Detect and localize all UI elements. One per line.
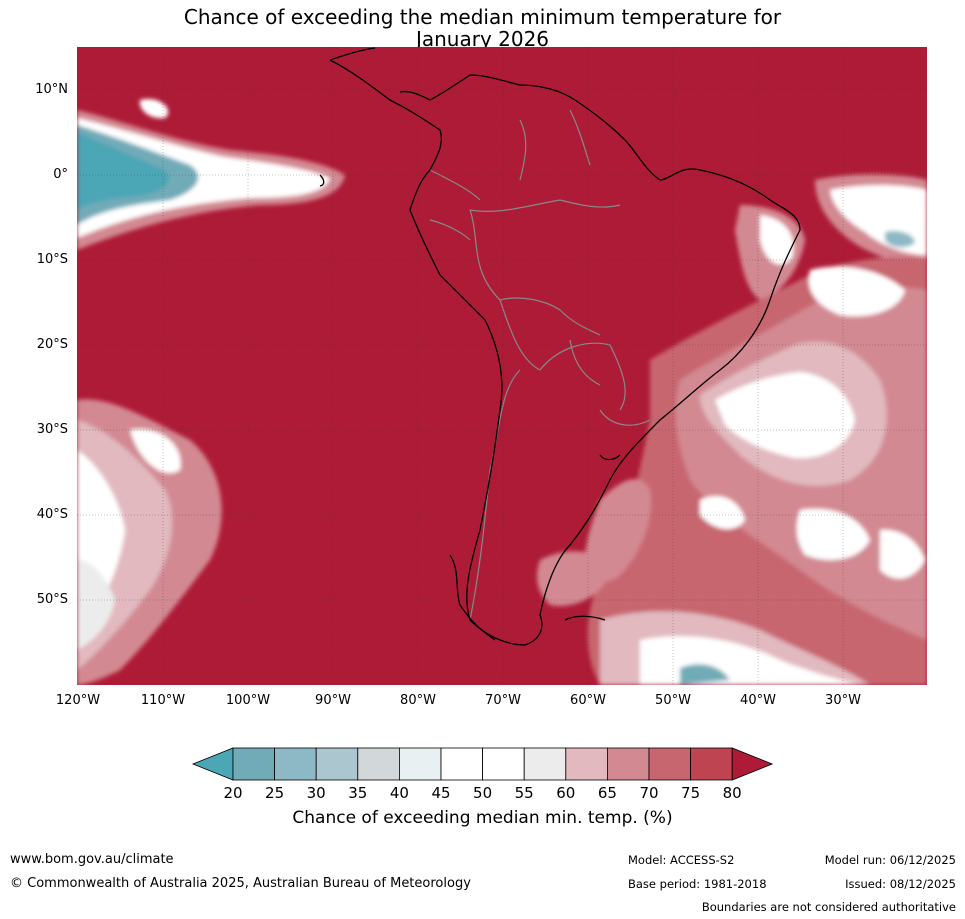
colorbar-box (482, 747, 525, 781)
colorbar-box (274, 747, 317, 781)
colorbar-box (232, 747, 275, 781)
lon-label-80w: 80°W (400, 693, 436, 708)
colorbar-title: Chance of exceeding median min. temp. (%… (292, 808, 673, 828)
colorbar-box (690, 747, 733, 781)
colorbar-arrow-low (191, 747, 234, 781)
colorbar (191, 747, 774, 781)
colorbar-arrow-high (731, 747, 774, 781)
colorbar-box (523, 747, 567, 781)
lat-label-30s: 30°S (36, 422, 68, 437)
colorbar-tick-label: 75 (681, 784, 701, 802)
colorbar-tick-label: 65 (597, 784, 617, 802)
footer-disclaimer: Boundaries are not considered authoritat… (701, 900, 956, 914)
lat-label-10s: 10°S (36, 252, 68, 267)
map-title-line2: January 2026 (415, 27, 550, 51)
colorbar-box (357, 747, 400, 781)
colorbar-tick-label: 30 (306, 784, 326, 802)
colorbar-tick-label: 80 (722, 784, 742, 802)
footer-website: www.bom.gov.au/climate (10, 852, 174, 867)
colorbar-box (315, 747, 359, 781)
lon-label-30w: 30°W (825, 693, 861, 708)
footer-model: Model: ACCESS-S2 (628, 853, 735, 867)
colorbar-tick-label: 35 (348, 784, 368, 802)
footer-base-period: Base period: 1981-2018 (628, 877, 767, 891)
colorbar-tick-label: 60 (556, 784, 576, 802)
colorbar-box (607, 747, 650, 781)
colorbar-box (565, 747, 608, 781)
lat-label-10n: 10°N (35, 82, 68, 97)
probability-patches (77, 99, 927, 685)
colorbar-tick-label: 70 (639, 784, 659, 802)
lat-label-50s: 50°S (36, 592, 68, 607)
colorbar-box (440, 747, 483, 781)
footer-issued: Issued: 08/12/2025 (845, 877, 956, 891)
country-boundaries (429, 109, 651, 621)
lon-label-120w: 120°W (55, 693, 101, 708)
colorbar-box (398, 747, 442, 781)
lon-label-70w: 70°W (485, 693, 521, 708)
lon-label-110w: 110°W (140, 693, 186, 708)
colorbar-tick-label: 45 (431, 784, 451, 802)
colorbar-tick-label: 50 (473, 784, 493, 802)
lon-label-50w: 50°W (655, 693, 691, 708)
lat-label-20s: 20°S (36, 337, 68, 352)
graticule (77, 47, 927, 685)
colorbar-tick-label: 40 (389, 784, 409, 802)
footer-model-run: Model run: 06/12/2025 (824, 853, 956, 867)
footer-copyright: © Commonwealth of Australia 2025, Austra… (10, 876, 471, 891)
map-title-line1: Chance of exceeding the median minimum t… (183, 5, 782, 29)
lon-label-60w: 60°W (570, 693, 606, 708)
lat-label-40s: 40°S (36, 507, 68, 522)
lon-label-40w: 40°W (740, 693, 776, 708)
colorbar-tick-label: 55 (514, 784, 534, 802)
lon-label-90w: 90°W (315, 693, 351, 708)
colorbar-tick-label: 20 (223, 784, 243, 802)
colorbar-tick-label: 25 (265, 784, 285, 802)
continent-coastline (319, 47, 801, 646)
lon-label-100w: 100°W (225, 693, 271, 708)
lat-label-0: 0° (53, 167, 68, 182)
colorbar-box (648, 747, 691, 781)
